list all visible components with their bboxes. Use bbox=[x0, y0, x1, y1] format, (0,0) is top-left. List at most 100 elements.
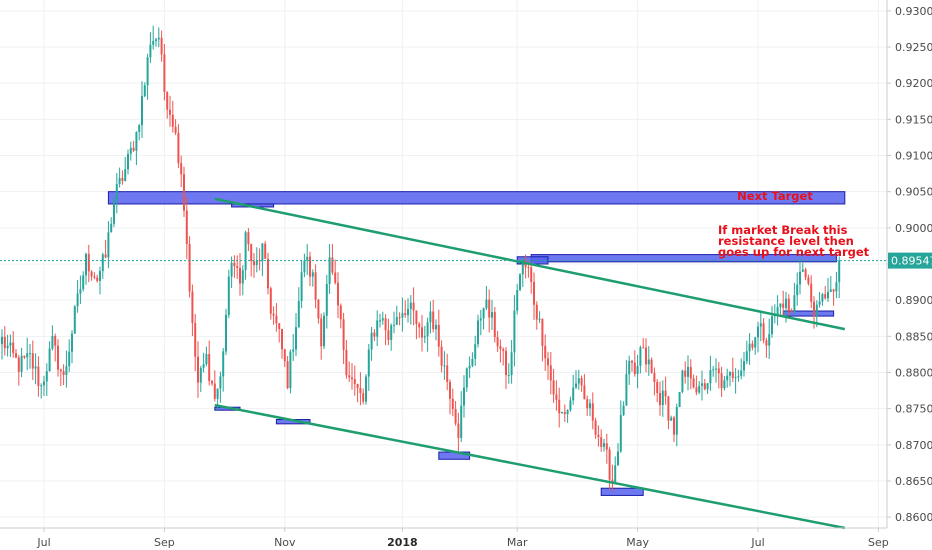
candle bbox=[468, 356, 471, 379]
candle bbox=[771, 305, 773, 338]
candle bbox=[393, 311, 395, 334]
candle-body bbox=[827, 291, 829, 299]
x-tick-label: Sep bbox=[154, 536, 175, 549]
candle-body bbox=[317, 299, 320, 319]
candle bbox=[230, 256, 233, 288]
candle-body bbox=[379, 320, 381, 322]
candle bbox=[692, 374, 695, 389]
candle-body bbox=[479, 318, 482, 321]
candle bbox=[751, 340, 754, 351]
candle bbox=[435, 319, 437, 341]
candle bbox=[250, 243, 253, 277]
break-resistance-label-line: If market Break this bbox=[718, 223, 848, 237]
candle bbox=[23, 355, 26, 360]
candle bbox=[373, 329, 376, 342]
candle-body bbox=[99, 271, 101, 281]
candle-body bbox=[625, 374, 628, 406]
candle bbox=[835, 271, 838, 299]
candle-body bbox=[729, 371, 731, 376]
candle bbox=[213, 370, 216, 402]
candle bbox=[211, 379, 213, 386]
candle-body bbox=[155, 39, 157, 41]
candle bbox=[9, 334, 12, 357]
candle bbox=[401, 297, 404, 332]
candle-body bbox=[183, 174, 185, 211]
candle-body bbox=[6, 345, 9, 349]
candle-body bbox=[230, 262, 233, 277]
candle-body bbox=[465, 368, 468, 388]
candle-body bbox=[283, 349, 286, 362]
candle bbox=[591, 392, 594, 430]
candle bbox=[337, 272, 339, 319]
candle-body bbox=[76, 293, 79, 307]
candle bbox=[499, 339, 502, 363]
candle-body bbox=[418, 323, 421, 328]
candle-body bbox=[169, 109, 171, 115]
candle bbox=[541, 318, 544, 362]
candle-body bbox=[605, 443, 608, 450]
candle-body bbox=[244, 232, 247, 271]
candle-body bbox=[566, 409, 569, 415]
candle bbox=[625, 360, 628, 406]
candle bbox=[48, 341, 51, 372]
candle-body bbox=[631, 360, 633, 363]
candle bbox=[3, 326, 6, 356]
candle bbox=[516, 284, 519, 315]
candle bbox=[605, 433, 608, 464]
candle bbox=[810, 275, 813, 309]
candle bbox=[664, 376, 667, 405]
candle bbox=[199, 365, 202, 393]
candle bbox=[286, 355, 289, 390]
candle bbox=[300, 259, 303, 309]
candle-body bbox=[314, 272, 317, 300]
candle bbox=[513, 295, 516, 367]
candle-body bbox=[166, 91, 169, 110]
candle bbox=[191, 284, 194, 337]
candle bbox=[311, 269, 314, 287]
candle-body bbox=[199, 367, 202, 383]
candle bbox=[185, 197, 188, 260]
candle-body bbox=[765, 340, 768, 346]
candle-body bbox=[647, 359, 650, 365]
candle-body bbox=[241, 270, 244, 284]
candle bbox=[580, 375, 583, 392]
candle bbox=[827, 277, 829, 302]
candle-body bbox=[429, 311, 432, 323]
candle bbox=[729, 371, 731, 387]
candle-body bbox=[516, 290, 519, 311]
candle bbox=[731, 357, 734, 383]
candle-body bbox=[79, 289, 82, 294]
candle-body bbox=[815, 304, 818, 317]
candle-body bbox=[687, 367, 689, 377]
candle-body bbox=[289, 351, 292, 389]
candle-body bbox=[636, 365, 639, 374]
lower-touch-apr bbox=[600, 487, 644, 496]
candle-body bbox=[535, 304, 538, 320]
candle bbox=[619, 400, 622, 453]
candle bbox=[485, 286, 488, 311]
candle-body bbox=[768, 334, 771, 346]
candle-body bbox=[754, 337, 757, 348]
candle-body bbox=[40, 385, 43, 387]
candle-body bbox=[720, 373, 723, 389]
candle-body bbox=[507, 375, 510, 377]
candle-body bbox=[832, 289, 835, 292]
candle-body bbox=[706, 383, 709, 390]
candle bbox=[121, 170, 124, 185]
candle-body bbox=[457, 423, 460, 438]
candle-body bbox=[468, 365, 471, 369]
x-tick-label: May bbox=[626, 536, 649, 549]
candle bbox=[353, 365, 356, 396]
candle bbox=[398, 312, 401, 326]
candle-body bbox=[85, 253, 87, 276]
candle bbox=[62, 364, 65, 386]
candle bbox=[670, 415, 673, 421]
candle-body bbox=[421, 327, 423, 338]
candle bbox=[163, 43, 166, 101]
candle-body bbox=[460, 405, 463, 438]
